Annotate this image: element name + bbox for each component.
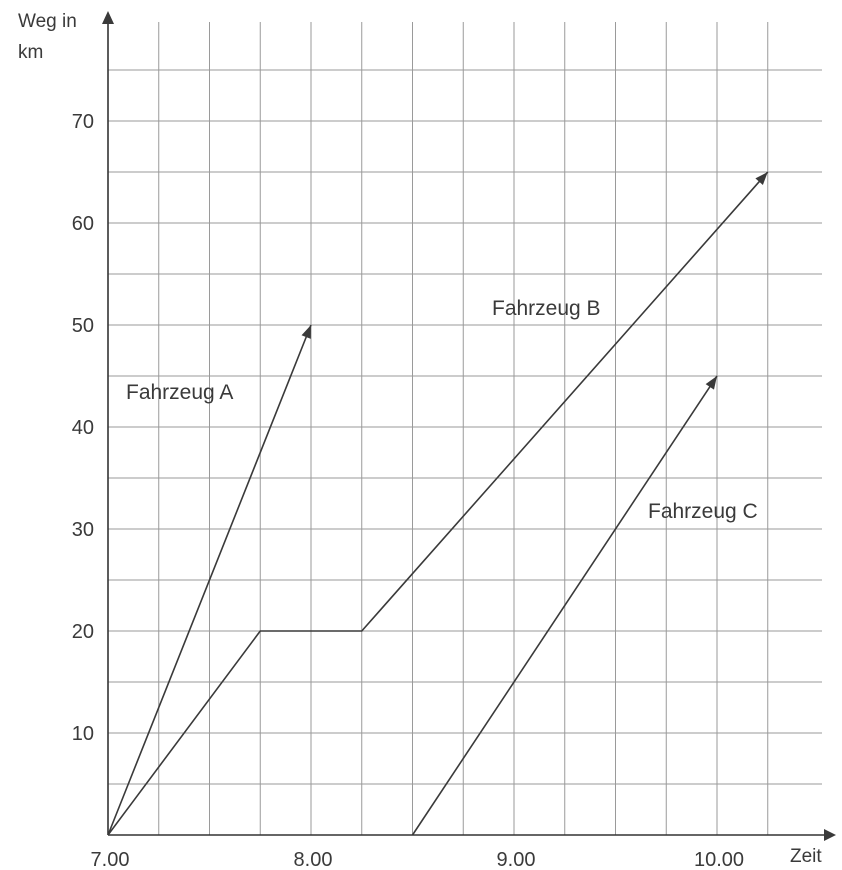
series-arrow-icon-fahrzeug-c (705, 376, 717, 390)
x-axis-label: Zeit (790, 846, 822, 867)
series-line-fahrzeug-b (107, 171, 769, 836)
y-tick-label: 70 (72, 111, 94, 133)
series-label-fahrzeug-b: Fahrzeug B (492, 297, 601, 320)
y-axis-label-line-1: Weg in (18, 11, 77, 32)
series-arrow-icon-fahrzeug-a (301, 325, 311, 339)
tick-labels: 7.00 8.00 9.00 10.00 10 20 30 40 50 60 70 (72, 111, 744, 870)
y-tick-label: 30 (72, 519, 94, 541)
x-axis-arrow-icon (824, 829, 836, 841)
y-tick-label: 10 (72, 723, 94, 745)
y-tick-label: 60 (72, 213, 94, 235)
axes (102, 11, 836, 841)
y-tick-label: 40 (72, 417, 94, 439)
x-tick-label: 7.00 (91, 849, 130, 870)
x-tick-label: 10.00 (694, 849, 744, 870)
series-line-fahrzeug-c (411, 375, 718, 836)
series-group (107, 171, 769, 836)
series-label-fahrzeug-a: Fahrzeug A (126, 381, 233, 404)
y-tick-label: 20 (72, 621, 94, 643)
series-line-fahrzeug-a (107, 324, 312, 836)
series-label-fahrzeug-c: Fahrzeug C (648, 500, 758, 523)
y-axis-label-line-2: km (18, 42, 43, 63)
y-tick-label: 50 (72, 315, 94, 337)
grid (108, 22, 822, 835)
x-tick-label: 9.00 (497, 849, 536, 870)
series-arrow-icon-fahrzeug-b (755, 172, 768, 186)
y-axis-arrow-icon (102, 11, 114, 24)
x-tick-label: 8.00 (294, 849, 333, 870)
